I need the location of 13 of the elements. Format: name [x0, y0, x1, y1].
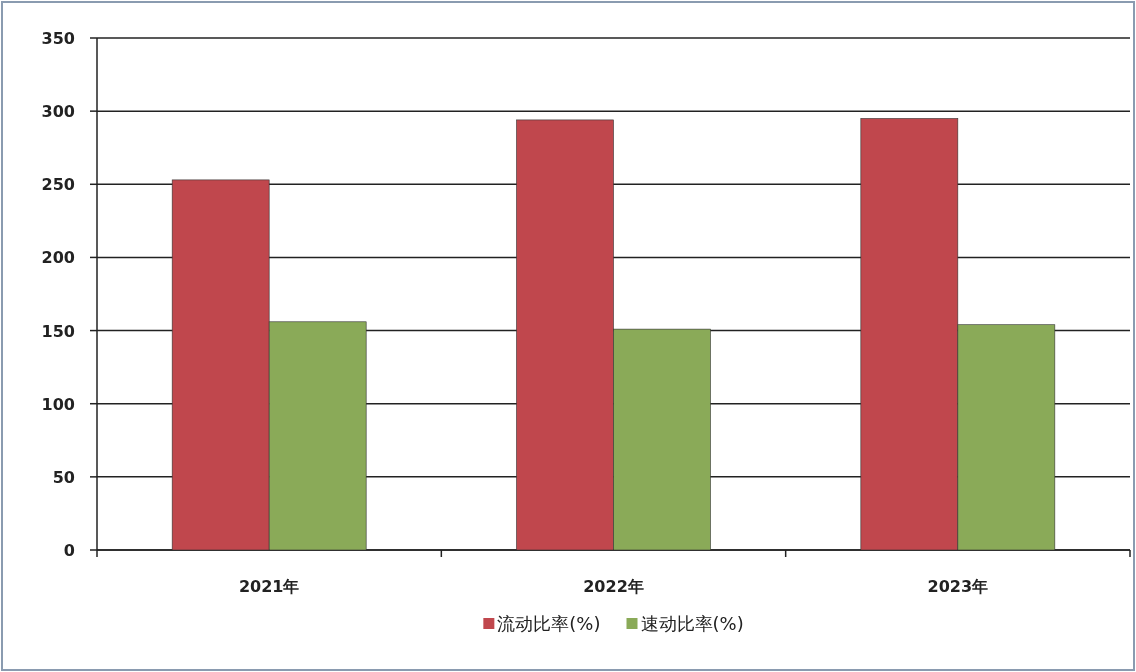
y-tick-label: 100	[41, 394, 75, 414]
y-tick-label: 50	[52, 467, 75, 487]
y-tick-label: 350	[41, 29, 75, 48]
x-tick-label: 2023年	[927, 577, 989, 596]
y-tick-label: 150	[41, 321, 75, 341]
legend-label: 流动比率(%)	[497, 613, 601, 634]
y-tick-label: 0	[63, 541, 75, 560]
y-tick-label: 300	[41, 102, 75, 122]
x-tick-label: 2021年	[238, 577, 300, 596]
legend-label: 速动比率(%)	[640, 613, 744, 634]
y-tick-label: 200	[41, 248, 75, 268]
x-tick-label: 2022年	[583, 577, 644, 596]
y-tick-label: 250	[41, 175, 75, 195]
